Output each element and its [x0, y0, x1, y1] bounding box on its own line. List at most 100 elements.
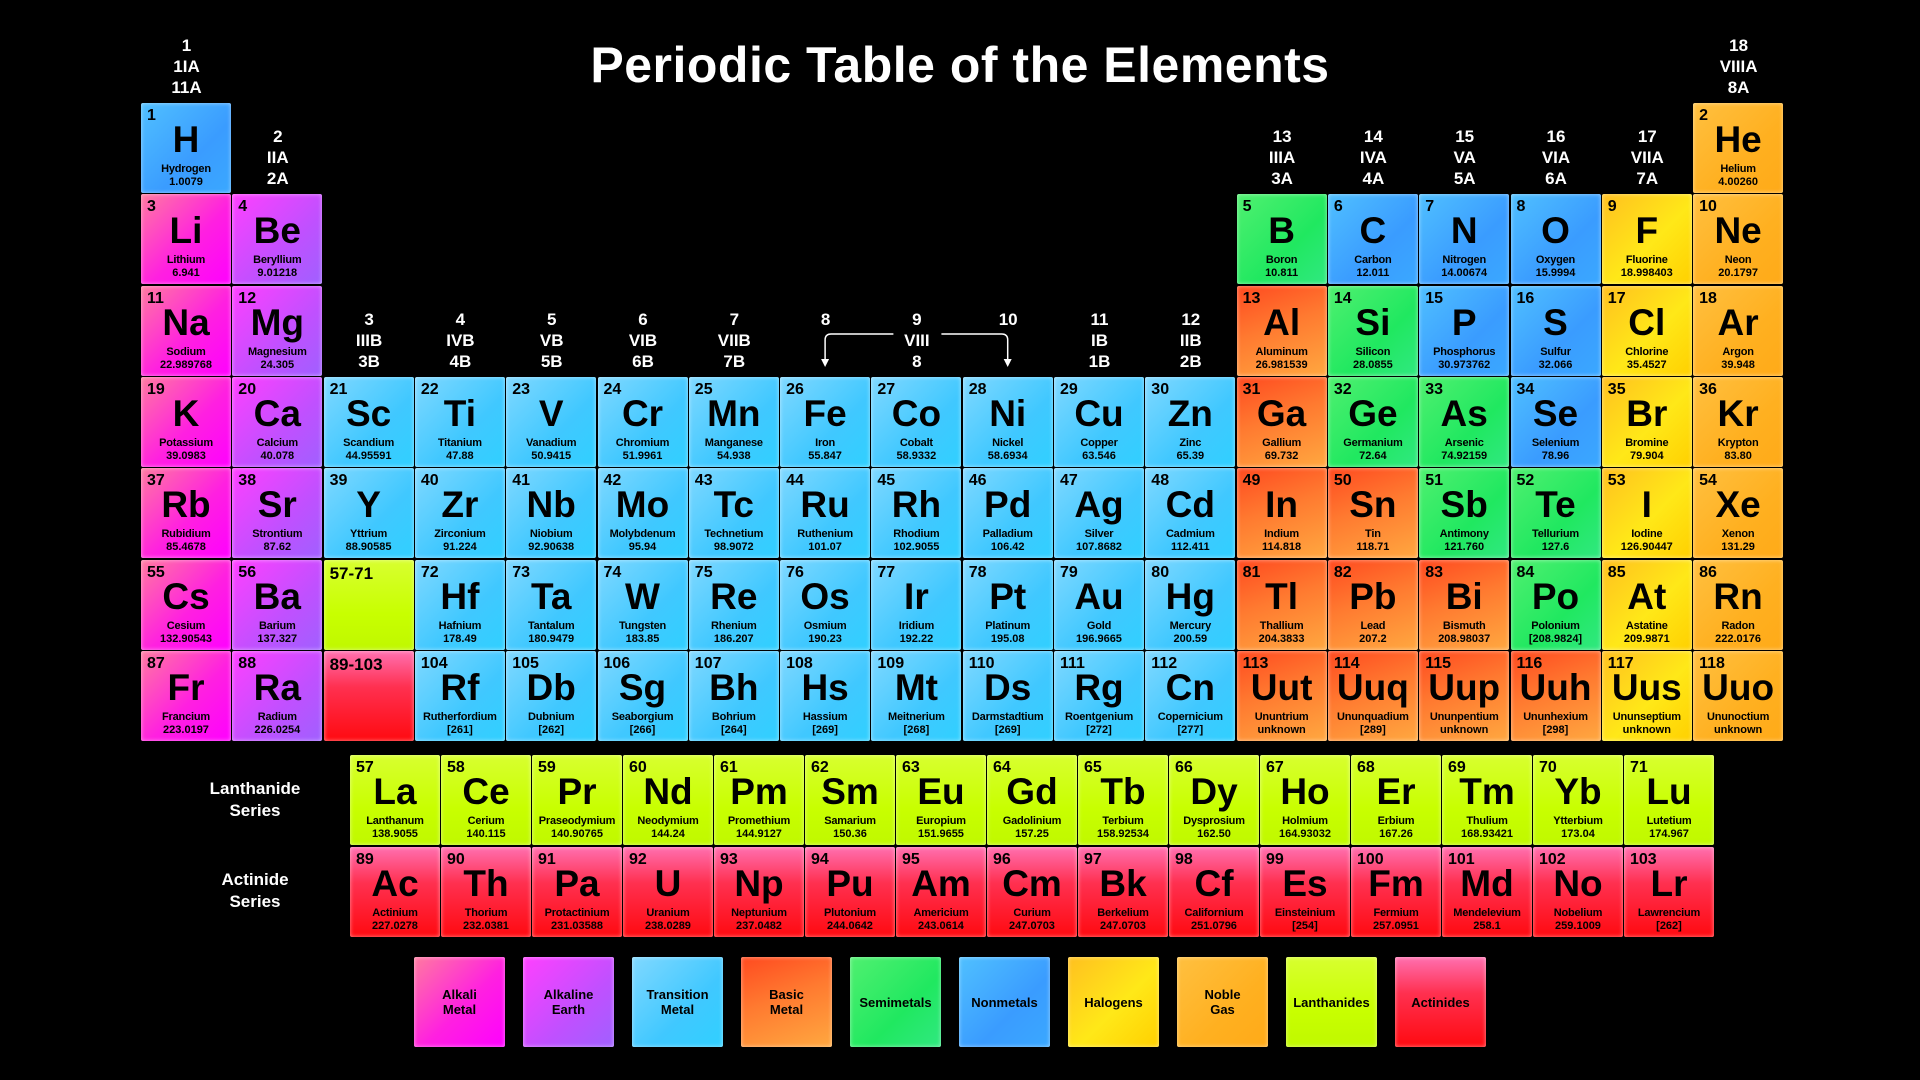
element-cell-bi[interactable]: 83 Bi Bismuth 208.98037: [1419, 559, 1510, 650]
element-cell-ir[interactable]: 77 Ir Iridium 192.22: [871, 559, 962, 650]
element-cell-li[interactable]: 3 Li Lithium 6.941: [141, 194, 231, 285]
element-cell-cm[interactable]: 96 Cm Curium 247.0703: [987, 847, 1077, 937]
element-cell-nd[interactable]: 60 Nd Neodymium 144.24: [623, 755, 713, 845]
element-cell-hg[interactable]: 80 Hg Mercury 200.59: [1145, 559, 1236, 650]
element-cell-ar[interactable]: 18 Ar Argon 39.948: [1693, 285, 1784, 376]
element-cell-ni[interactable]: 28 Ni Nickel 58.6934: [962, 376, 1053, 467]
element-cell-ru[interactable]: 44 Ru Ruthenium 101.07: [780, 468, 871, 559]
element-cell-cf[interactable]: 98 Cf Californium 251.0796: [1169, 847, 1259, 937]
element-cell-np[interactable]: 93 Np Neptunium 237.0482: [714, 847, 804, 937]
element-cell-mo[interactable]: 42 Mo Molybdenum 95.94: [597, 468, 688, 559]
element-cell-p[interactable]: 15 P Phosphorus 30.973762: [1419, 285, 1510, 376]
element-cell-ca[interactable]: 20 Ca Calcium 40.078: [232, 376, 323, 467]
element-cell-nb[interactable]: 41 Nb Niobium 92.90638: [506, 468, 597, 559]
element-cell-sn[interactable]: 50 Sn Tin 118.71: [1327, 468, 1418, 559]
element-cell-pm[interactable]: 61 Pm Promethium 144.9127: [714, 755, 804, 845]
element-cell-os[interactable]: 76 Os Osmium 190.23: [780, 559, 871, 650]
element-cell-pd[interactable]: 46 Pd Palladium 106.42: [962, 468, 1053, 559]
element-cell-lu[interactable]: 71 Lu Lutetium 174.967: [1624, 755, 1714, 845]
element-cell-rb[interactable]: 37 Rb Rubidium 85.4678: [141, 468, 231, 559]
element-cell-ra[interactable]: 88 Ra Radium 226.0254: [232, 650, 323, 741]
element-cell-ho[interactable]: 67 Ho Holmium 164.93032: [1260, 755, 1350, 845]
element-cell-po[interactable]: 84 Po Polonium [208.9824]: [1510, 559, 1601, 650]
element-cell-no[interactable]: 102 No Nobelium 259.1009: [1533, 847, 1623, 937]
element-cell-o[interactable]: 8 O Oxygen 15.9994: [1510, 194, 1601, 285]
element-cell-mt[interactable]: 109 Mt Meitnerium [268]: [871, 650, 962, 741]
element-cell-ba[interactable]: 56 Ba Barium 137.327: [232, 559, 323, 650]
element-cell-sb[interactable]: 51 Sb Antimony 121.760: [1419, 468, 1510, 559]
element-cell-bh[interactable]: 107 Bh Bohrium [264]: [688, 650, 779, 741]
element-cell-zr[interactable]: 40 Zr Zirconium 91.224: [414, 468, 505, 559]
element-cell-tm[interactable]: 69 Tm Thulium 168.93421: [1442, 755, 1532, 845]
element-cell-i[interactable]: 53 I Iodine 126.90447: [1601, 468, 1692, 559]
element-cell-uuh[interactable]: 116 Uuh Ununhexium [298]: [1510, 650, 1601, 741]
element-cell-th[interactable]: 90 Th Thorium 232.0381: [441, 847, 531, 937]
element-cell-be[interactable]: 4 Be Beryllium 9.01218: [232, 194, 323, 285]
element-cell-rn[interactable]: 86 Rn Radon 222.0176: [1693, 559, 1784, 650]
element-cell-au[interactable]: 79 Au Gold 196.9665: [1054, 559, 1144, 650]
element-cell-tl[interactable]: 81 Tl Thallium 204.3833: [1236, 559, 1327, 650]
element-cell-se[interactable]: 34 Se Selenium 78.96: [1510, 376, 1601, 467]
element-cell-he[interactable]: 2 He Helium 4.00260: [1693, 103, 1784, 193]
element-cell-fm[interactable]: 100 Fm Fermium 257.0951: [1351, 847, 1441, 937]
element-cell-uuq[interactable]: 114 Uuq Ununquadium [289]: [1327, 650, 1418, 741]
element-cell-es[interactable]: 99 Es Einsteinium [254]: [1260, 847, 1350, 937]
element-cell-ac[interactable]: 89 Ac Actinium 227.0278: [350, 847, 440, 937]
element-cell-fr[interactable]: 87 Fr Francium 223.0197: [141, 650, 231, 741]
element-cell-pr[interactable]: 59 Pr Praseodymium 140.90765: [532, 755, 622, 845]
element-cell-la[interactable]: 57 La Lanthanum 138.9055: [350, 755, 440, 845]
element-cell-sc[interactable]: 21 Sc Scandium 44.95591: [323, 376, 414, 467]
element-cell-mg[interactable]: 12 Mg Magnesium 24.305: [232, 285, 323, 376]
element-cell-tc[interactable]: 43 Tc Technetium 98.9072: [688, 468, 779, 559]
element-cell-lr[interactable]: 103 Lr Lawrencium [262]: [1624, 847, 1714, 937]
element-cell-dy[interactable]: 66 Dy Dysprosium 162.50: [1169, 755, 1259, 845]
element-cell-am[interactable]: 95 Am Americium 243.0614: [896, 847, 986, 937]
element-cell-uup[interactable]: 115 Uup Ununpentium unknown: [1419, 650, 1510, 741]
element-cell-cu[interactable]: 29 Cu Copper 63.546: [1054, 376, 1144, 467]
element-cell-ce[interactable]: 58 Ce Cerium 140.115: [441, 755, 531, 845]
element-cell-cd[interactable]: 48 Cd Cadmium 112.411: [1145, 468, 1236, 559]
element-cell-te[interactable]: 52 Te Tellurium 127.6: [1510, 468, 1601, 559]
element-cell-pt[interactable]: 78 Pt Platinum 195.08: [962, 559, 1053, 650]
element-cell-mn[interactable]: 25 Mn Manganese 54.938: [688, 376, 779, 467]
element-cell-v[interactable]: 23 V Vanadium 50.9415: [506, 376, 597, 467]
placeholder-cell-lanthanide[interactable]: 57-71: [323, 559, 414, 650]
element-cell-re[interactable]: 75 Re Rhenium 186.207: [688, 559, 779, 650]
element-cell-si[interactable]: 14 Si Silicon 28.0855: [1327, 285, 1418, 376]
element-cell-cs[interactable]: 55 Cs Cesium 132.90543: [141, 559, 231, 650]
element-cell-br[interactable]: 35 Br Bromine 79.904: [1601, 376, 1692, 467]
element-cell-uus[interactable]: 117 Uus Ununseptium unknown: [1601, 650, 1692, 741]
element-cell-ta[interactable]: 73 Ta Tantalum 180.9479: [506, 559, 597, 650]
element-cell-w[interactable]: 74 W Tungsten 183.85: [597, 559, 688, 650]
element-cell-rf[interactable]: 104 Rf Rutherfordium [261]: [414, 650, 505, 741]
element-cell-c[interactable]: 6 C Carbon 12.011: [1327, 194, 1418, 285]
element-cell-sm[interactable]: 62 Sm Samarium 150.36: [805, 755, 895, 845]
element-cell-fe[interactable]: 26 Fe Iron 55.847: [780, 376, 871, 467]
element-cell-uut[interactable]: 113 Uut Ununtrium unknown: [1236, 650, 1327, 741]
element-cell-n[interactable]: 7 N Nitrogen 14.00674: [1419, 194, 1510, 285]
element-cell-db[interactable]: 105 Db Dubnium [262]: [506, 650, 597, 741]
placeholder-cell-actinide[interactable]: 89-103: [323, 650, 414, 741]
element-cell-xe[interactable]: 54 Xe Xenon 131.29: [1693, 468, 1784, 559]
element-cell-al[interactable]: 13 Al Aluminum 26.981539: [1236, 285, 1327, 376]
element-cell-gd[interactable]: 64 Gd Gadolinium 157.25: [987, 755, 1077, 845]
element-cell-er[interactable]: 68 Er Erbium 167.26: [1351, 755, 1441, 845]
element-cell-f[interactable]: 9 F Fluorine 18.998403: [1601, 194, 1692, 285]
element-cell-yb[interactable]: 70 Yb Ytterbium 173.04: [1533, 755, 1623, 845]
element-cell-cl[interactable]: 17 Cl Chlorine 35.4527: [1601, 285, 1692, 376]
element-cell-ge[interactable]: 32 Ge Germanium 72.64: [1327, 376, 1418, 467]
element-cell-uuo[interactable]: 118 Uuo Ununoctium unknown: [1693, 650, 1784, 741]
element-cell-ga[interactable]: 31 Ga Gallium 69.732: [1236, 376, 1327, 467]
element-cell-rg[interactable]: 111 Rg Roentgenium [272]: [1054, 650, 1144, 741]
element-cell-at[interactable]: 85 At Astatine 209.9871: [1601, 559, 1692, 650]
element-cell-ds[interactable]: 110 Ds Darmstadtium [269]: [962, 650, 1053, 741]
element-cell-tb[interactable]: 65 Tb Terbium 158.92534: [1078, 755, 1168, 845]
element-cell-b[interactable]: 5 B Boron 10.811: [1236, 194, 1327, 285]
element-cell-kr[interactable]: 36 Kr Krypton 83.80: [1693, 376, 1784, 467]
element-cell-eu[interactable]: 63 Eu Europium 151.9655: [896, 755, 986, 845]
element-cell-na[interactable]: 11 Na Sodium 22.989768: [141, 285, 231, 376]
element-cell-h[interactable]: 1 H Hydrogen 1.0079: [141, 103, 231, 193]
element-cell-cr[interactable]: 24 Cr Chromium 51.9961: [597, 376, 688, 467]
element-cell-y[interactable]: 39 Y Yttrium 88.90585: [323, 468, 414, 559]
element-cell-ti[interactable]: 22 Ti Titanium 47.88: [414, 376, 505, 467]
